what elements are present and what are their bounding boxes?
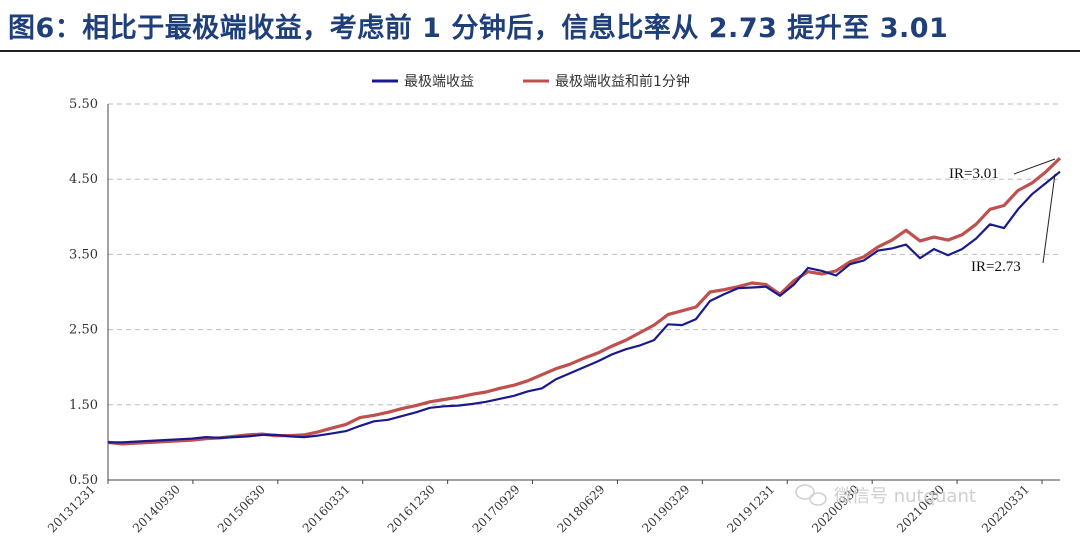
x-tick-label: 20180629 [554, 482, 607, 535]
gridlines [108, 103, 1060, 406]
legend: 最极端收益 最极端收益和前1分钟 [372, 73, 690, 90]
legend-label-series-1: 最极端收益 [404, 74, 474, 90]
series-line-2 [107, 156, 1062, 446]
series-line-1 [108, 170, 1061, 444]
legend-label-series-2: 最极端收益和前1分钟 [555, 73, 690, 90]
x-tick-label: 20131231 [45, 482, 98, 535]
annotation-ir273: IR=2.73 [971, 259, 1021, 275]
chart-title: 图6：相比于最极端收益，考虑前 1 分钟后，信息比率从 2.73 提升至 3.0… [8, 13, 949, 44]
x-tick-label: 20150630 [215, 482, 268, 535]
axes [107, 104, 1060, 484]
watermark-text: 微信号 nutquant [834, 486, 976, 507]
y-tick-label: 4.50 [69, 172, 98, 187]
y-tick-label: 2.50 [69, 323, 98, 338]
y-tick-labels: 0.50 1.50 2.50 3.50 4.50 5.50 [69, 97, 98, 488]
annotations: IR=3.01 IR=2.73 [949, 158, 1056, 275]
y-tick-label: 3.50 [69, 247, 98, 262]
x-tick-label: 20191231 [724, 482, 777, 535]
annotation-pointer-ir273 [1042, 173, 1056, 264]
wechat-icon [795, 484, 827, 506]
title-rule [0, 50, 1080, 52]
x-tick-label: 20190329 [639, 482, 692, 535]
y-tick-label: 1.50 [69, 398, 98, 413]
annotation-ir301: IR=3.01 [949, 166, 999, 182]
annotation-pointer-ir301 [1013, 158, 1056, 175]
series-lines [107, 156, 1062, 446]
x-tick-label: 20220331 [979, 482, 1032, 535]
watermark: 微信号 nutquant [795, 484, 976, 507]
x-tick-label: 20160331 [300, 482, 353, 535]
x-tick-label: 20140930 [130, 482, 183, 535]
y-tick-label: 0.50 [69, 473, 98, 488]
x-tick-label: 20161230 [385, 482, 438, 535]
x-tick-label: 20170929 [470, 482, 523, 535]
y-tick-label: 5.50 [69, 97, 98, 112]
